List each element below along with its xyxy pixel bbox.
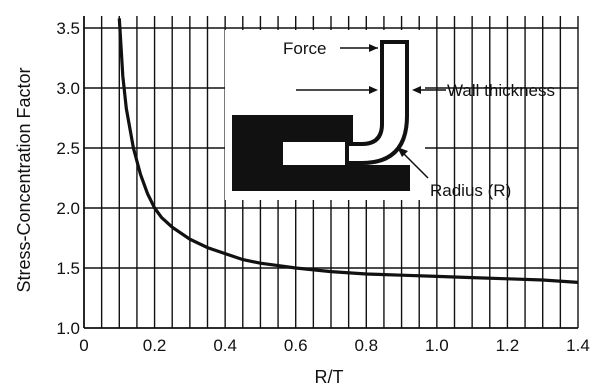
y-tick-label: 1.0 xyxy=(56,319,80,338)
chart-axes xyxy=(83,16,578,329)
wall-thickness-arrowhead-right xyxy=(412,86,421,94)
x-tick-label: 0.4 xyxy=(213,336,237,355)
x-tick-label: 1.4 xyxy=(566,336,590,355)
base-plate-shape xyxy=(232,115,410,191)
radius-arrow xyxy=(399,149,429,179)
x-tick-label: 0.8 xyxy=(354,336,378,355)
y-tick-label: 1.5 xyxy=(56,259,80,278)
x-axis-title: R/T xyxy=(315,367,344,385)
stress-curve xyxy=(117,18,579,284)
wall-thickness-label: Wall thickness xyxy=(447,81,555,100)
x-tick-label: 0.2 xyxy=(143,336,167,355)
radius-arrowhead xyxy=(397,147,408,157)
wall-geometry-diagram: Force Wall thickness Radius (R) xyxy=(225,30,555,200)
chart-tick-labels: 0 0.2 0.4 0.6 0.8 1.0 1.2 1.4 1.0 1.5 2.0 2.5 3.0 3.5 xyxy=(56,19,589,355)
radius-label: Radius (R) xyxy=(430,181,511,200)
x-tick-label: 0.6 xyxy=(284,336,308,355)
wall-thickness-arrowhead-left xyxy=(369,86,378,94)
y-tick-label: 3.0 xyxy=(56,79,80,98)
x-tick-label: 0 xyxy=(79,336,88,355)
x-tick-label: 1.2 xyxy=(496,336,520,355)
force-arrowhead xyxy=(369,44,378,52)
upright-wall-interior xyxy=(349,44,405,161)
y-tick-label: 2.5 xyxy=(56,139,80,158)
y-axis-title: Stress-Concentration Factor xyxy=(14,67,34,292)
force-label: Force xyxy=(283,39,326,58)
x-tick-label: 1.0 xyxy=(425,336,449,355)
y-tick-label: 2.0 xyxy=(56,199,80,218)
y-tick-label: 3.5 xyxy=(56,19,80,38)
